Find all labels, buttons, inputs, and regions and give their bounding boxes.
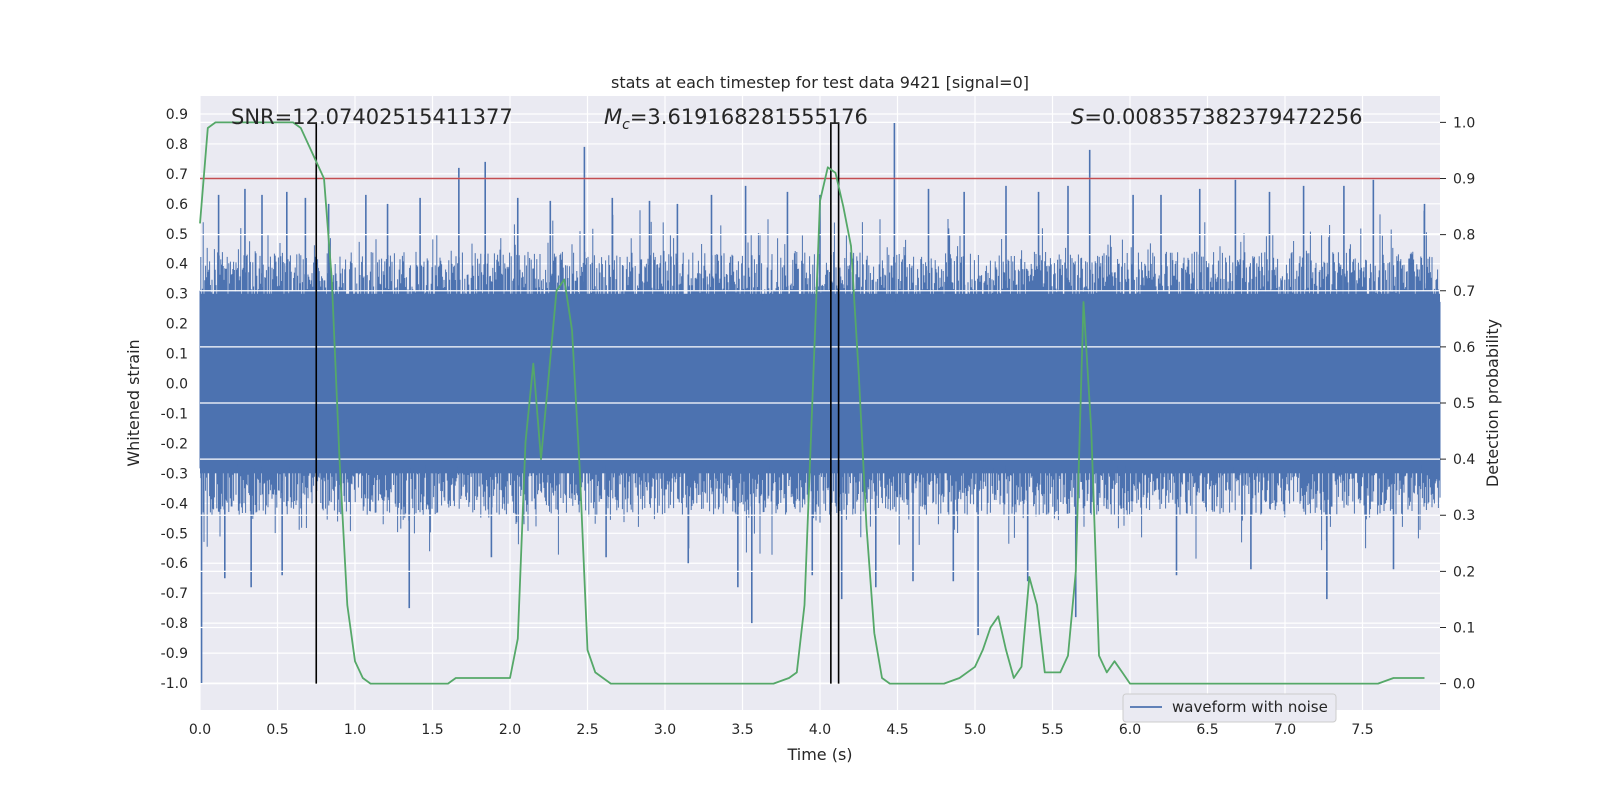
x-tick-label: 7.0 — [1274, 722, 1296, 738]
left-tick-label: -0.2 — [161, 436, 188, 452]
chirp-mass-annotation: Mc=3.619168281555176 — [604, 105, 868, 133]
left-tick-label: -0.4 — [161, 496, 188, 512]
right-tick-label: 0.5 — [1453, 396, 1475, 412]
left-tick-label: 0.7 — [166, 167, 188, 183]
right-axis-ticks: 1.0 0.9 0.8 0.7 0.6 0.5 0.4 0.3 0.2 0.1 0.0 — [1440, 115, 1475, 693]
left-tick-label: -0.1 — [161, 406, 188, 422]
x-tick-label: 3.0 — [654, 722, 676, 738]
x-axis-label: Time (s) — [786, 745, 852, 764]
left-axis-label: Whitened strain — [124, 339, 143, 466]
right-axis-label: Detection probability — [1483, 319, 1502, 487]
snr-annotation: SNR=12.07402515411377 — [231, 105, 513, 129]
right-tick-label: 0.6 — [1453, 340, 1475, 356]
left-tick-label: 0.4 — [166, 257, 188, 273]
right-tick-label: 1.0 — [1453, 115, 1475, 131]
statistic-annotation: S=0.008357382379472256 — [1071, 105, 1362, 129]
statistic-symbol: S — [1071, 105, 1084, 129]
left-tick-label: -1.0 — [161, 676, 188, 692]
left-tick-label: 0.9 — [166, 107, 188, 123]
legend-box — [1122, 693, 1337, 723]
x-tick-label: 0.5 — [266, 722, 288, 738]
waveform-series — [199, 122, 1441, 684]
x-tick-label: 1.5 — [421, 722, 443, 738]
chart-title: stats at each timestep for test data 942… — [611, 73, 1029, 92]
x-tick-label: 1.0 — [344, 722, 366, 738]
statistic-value: =0.008357382379472256 — [1084, 105, 1362, 129]
left-tick-label: 0.8 — [166, 137, 188, 153]
left-tick-label: -0.7 — [161, 586, 188, 602]
legend: waveform with noise — [1122, 693, 1337, 723]
right-tick-label: 0.7 — [1453, 284, 1475, 300]
left-tick-label: 0.0 — [166, 377, 188, 393]
x-tick-label: 6.5 — [1196, 722, 1218, 738]
x-tick-label: 3.5 — [731, 722, 753, 738]
left-tick-label: -0.8 — [161, 616, 188, 632]
x-tick-label: 5.0 — [964, 722, 986, 738]
right-tick-label: 0.0 — [1453, 677, 1475, 693]
x-tick-label: 6.0 — [1119, 722, 1141, 738]
x-tick-label: 5.5 — [1041, 722, 1063, 738]
chirp-mass-symbol: M — [604, 105, 622, 129]
left-tick-label: -0.3 — [161, 466, 188, 482]
x-tick-label: 0.0 — [189, 722, 211, 738]
x-tick-label: 2.5 — [576, 722, 598, 738]
right-tick-label: 0.9 — [1453, 172, 1475, 188]
right-tick-label: 0.4 — [1453, 452, 1475, 468]
left-tick-label: 0.1 — [166, 347, 188, 363]
x-axis-ticks: 0.0 0.5 1.0 1.5 2.0 2.5 3.0 3.5 4.0 4.5 5.0 5.5 6.0 6… — [189, 722, 1374, 738]
left-axis-ticks: 0.9 0.8 0.7 0.6 0.5 0.4 0.3 0.2 0.1 0.0 -0.1 -0.2 -0… — [161, 107, 188, 692]
x-tick-label: 7.5 — [1351, 722, 1373, 738]
x-tick-label: 4.0 — [809, 722, 831, 738]
left-tick-label: 0.3 — [166, 287, 188, 303]
right-axis-gridlines — [200, 121, 1440, 685]
right-tick-label: 0.1 — [1453, 620, 1475, 636]
left-tick-label: 0.6 — [166, 197, 188, 213]
x-tick-label: 4.5 — [886, 722, 908, 738]
left-tick-label: 0.2 — [166, 317, 188, 333]
probability-line — [199, 121, 1425, 685]
vertical-markers — [315, 122, 840, 684]
left-tick-label: -0.5 — [161, 526, 188, 542]
left-tick-label: 0.5 — [166, 227, 188, 243]
probability-series — [199, 121, 1425, 685]
chirp-mass-value: =3.619168281555176 — [630, 105, 868, 129]
left-tick-label: -0.9 — [161, 646, 188, 662]
right-tick-label: 0.8 — [1453, 228, 1475, 244]
legend-label: waveform with noise — [1172, 698, 1328, 716]
right-tick-label: 0.3 — [1453, 508, 1475, 524]
left-tick-label: -0.6 — [161, 556, 188, 572]
chirp-mass-subscript: c — [622, 117, 630, 133]
x-tick-label: 2.0 — [499, 722, 521, 738]
right-tick-label: 0.2 — [1453, 564, 1475, 580]
